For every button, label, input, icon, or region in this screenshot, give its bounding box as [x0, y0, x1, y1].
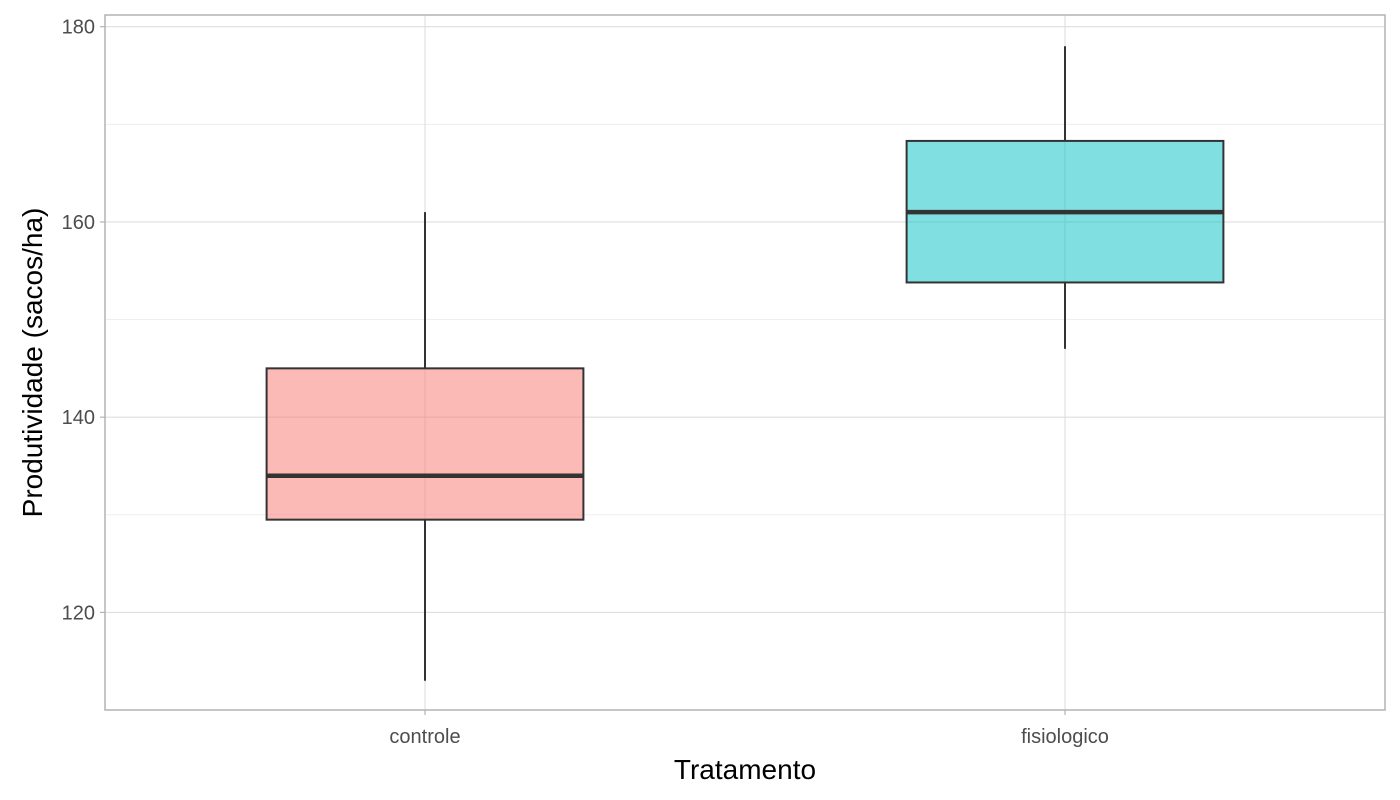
panel-border	[104, 14, 1386, 711]
box-iqr	[265, 367, 585, 521]
y-tick-label: 140	[62, 407, 95, 429]
x-tick-label: fisiologico	[1021, 726, 1109, 748]
box-layer	[265, 46, 1225, 681]
box-group-fisiologico	[905, 46, 1225, 349]
y-tick-label: 120	[62, 602, 95, 624]
box-group-controle	[265, 212, 585, 681]
grid-layer	[105, 15, 1385, 710]
y-axis-title: Produtividade (sacos/ha)	[17, 208, 48, 518]
x-tick-label: controle	[389, 726, 460, 748]
y-tick-label: 180	[62, 17, 95, 39]
x-axis-title: Tratamento	[674, 754, 816, 785]
tick-layer: 120 140 160 180 controle fisiologico	[62, 17, 1109, 748]
y-tick-label: 160	[62, 212, 95, 234]
